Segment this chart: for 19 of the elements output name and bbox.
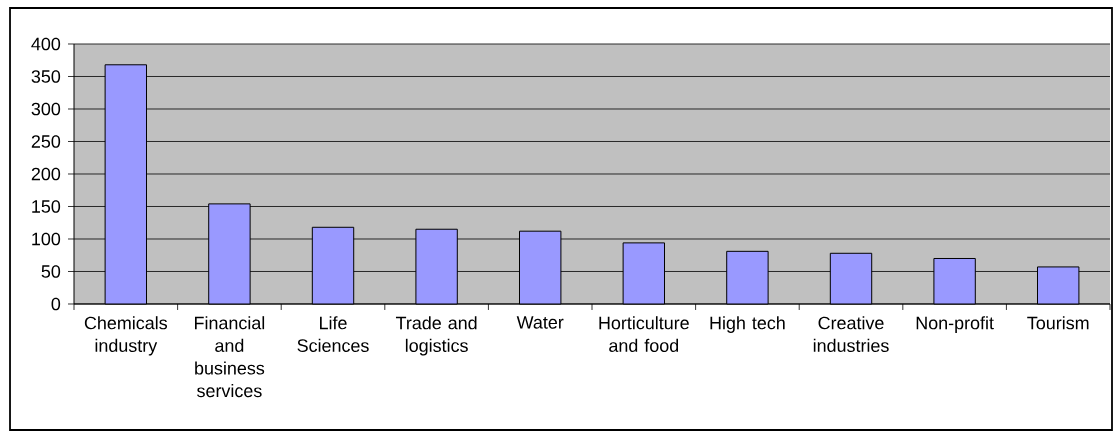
x-tick-label: Horticulture and food — [599, 316, 689, 352]
y-tick-label: 350 — [31, 70, 61, 83]
x-tick-label: Life Sciences — [297, 316, 369, 352]
x-tick-label: Tourism — [1027, 316, 1089, 330]
y-tick-label: 50 — [41, 265, 61, 278]
x-tick-label: Creative industries — [813, 316, 889, 352]
y-tick-label: 300 — [31, 102, 61, 116]
x-tick-label: Chemicals industry — [84, 316, 168, 356]
y-tick-label: 250 — [31, 135, 61, 148]
y-tick-label: 100 — [32, 232, 61, 246]
x-tick-label: High tech — [710, 316, 785, 333]
x-tick-label: Non-profit — [916, 316, 994, 333]
y-tick-label: 400 — [31, 37, 61, 51]
y-tick-label: 0 — [51, 297, 61, 311]
x-tick-label: Financial and business services — [195, 316, 265, 398]
x-tick-label: Trade and logistics — [395, 316, 477, 356]
x-tick-label: Water — [516, 316, 564, 329]
y-tick-label: 200 — [31, 167, 61, 181]
y-tick-label: 150 — [32, 200, 61, 213]
